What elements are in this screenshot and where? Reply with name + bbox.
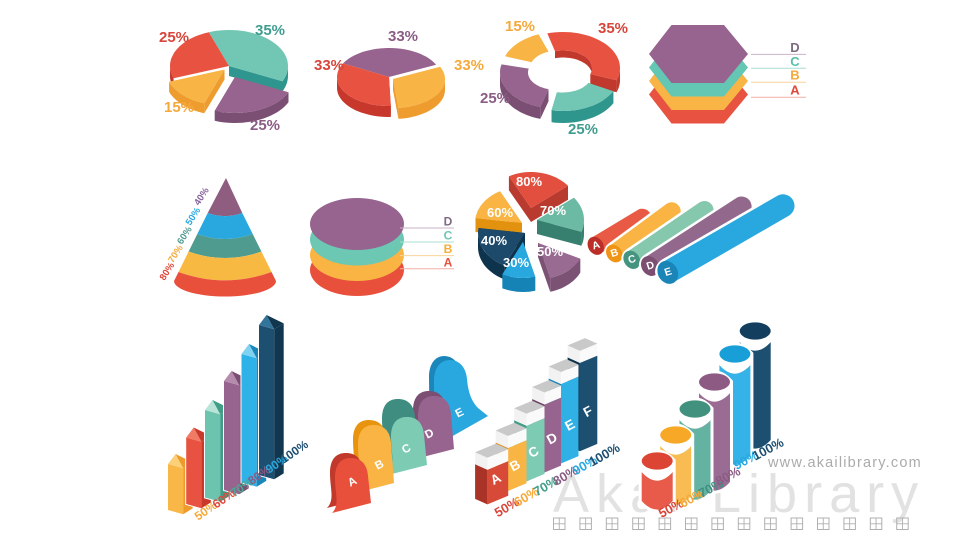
svg-text:D: D — [645, 259, 656, 273]
svg-text:C: C — [790, 54, 800, 69]
svg-text:80%: 80% — [516, 174, 542, 189]
svg-text:15%: 15% — [164, 99, 194, 116]
svg-text:40%: 40% — [481, 233, 507, 248]
svg-text:25%: 25% — [480, 90, 510, 107]
svg-text:15%: 15% — [505, 18, 535, 35]
svg-text:B: B — [609, 246, 620, 260]
svg-text:A: A — [790, 83, 800, 98]
svg-text:www.akailibrary.com: www.akailibrary.com — [767, 455, 922, 471]
svg-text:D: D — [790, 40, 799, 55]
svg-text:25%: 25% — [250, 117, 280, 134]
svg-text:25%: 25% — [159, 29, 189, 46]
svg-text:E: E — [663, 265, 673, 279]
svg-text:Akai´Library: Akai´Library — [553, 464, 925, 524]
svg-text:33%: 33% — [454, 57, 484, 74]
svg-text:35%: 35% — [255, 22, 285, 39]
svg-text:B: B — [444, 242, 453, 256]
svg-text:30%: 30% — [503, 255, 529, 270]
svg-text:33%: 33% — [314, 57, 344, 74]
svg-text:A: A — [591, 239, 602, 253]
svg-text:C: C — [627, 253, 638, 267]
svg-text:D: D — [444, 215, 453, 229]
svg-text:C: C — [444, 229, 453, 243]
svg-text:35%: 35% — [598, 20, 628, 37]
svg-text:33%: 33% — [388, 28, 418, 45]
svg-text:50%: 50% — [537, 244, 563, 259]
svg-text:A: A — [444, 255, 453, 269]
svg-text:B: B — [790, 68, 799, 83]
svg-text:25%: 25% — [568, 121, 598, 138]
svg-text:70%: 70% — [540, 203, 566, 218]
svg-text:60%: 60% — [487, 205, 513, 220]
